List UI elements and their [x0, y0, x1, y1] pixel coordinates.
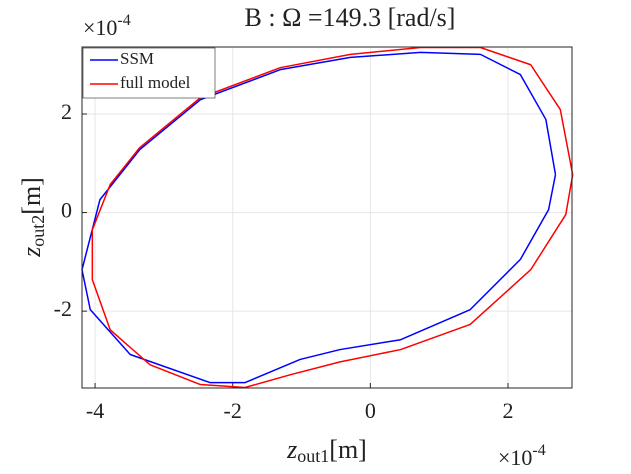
x-axis-label: zout1[m] — [286, 435, 367, 466]
y-multiplier-exponent: -4 — [117, 12, 130, 29]
x-axis-label-sub: out1 — [297, 446, 329, 466]
y-axis-label-unit: [m] — [17, 177, 46, 215]
x-tick-label: -2 — [224, 398, 242, 423]
chart-title: B : Ω =149.3 [rad/s] — [245, 3, 456, 32]
y-axis-label: zout2[m] — [17, 177, 48, 258]
y-tick-label: -2 — [54, 296, 72, 321]
plot-area — [82, 47, 572, 388]
x-multiplier: ×10-4 — [498, 442, 546, 470]
series-line — [81, 51, 557, 384]
x-tick-label: -4 — [86, 398, 104, 423]
x-tick-label: 0 — [365, 398, 376, 423]
x-multiplier-exponent: -4 — [532, 442, 545, 459]
y-axis-label-sub: out2 — [28, 215, 48, 247]
x-tick-label: 2 — [502, 398, 513, 423]
legend-box — [82, 47, 216, 99]
axes-box — [81, 46, 573, 389]
y-tick-label: 0 — [61, 198, 72, 223]
legend-label: full model — [120, 73, 191, 92]
x-axis-label-unit: [m] — [329, 435, 367, 464]
legend-label: SSM — [120, 49, 154, 68]
y-axis-label-var: z — [17, 247, 46, 258]
x-axis-label-var: z — [286, 435, 297, 464]
y-multiplier: ×10-4 — [83, 12, 131, 40]
x-multiplier-base: ×10 — [498, 445, 532, 470]
y-multiplier-base: ×10 — [83, 15, 117, 40]
y-tick-label: 2 — [61, 99, 72, 124]
